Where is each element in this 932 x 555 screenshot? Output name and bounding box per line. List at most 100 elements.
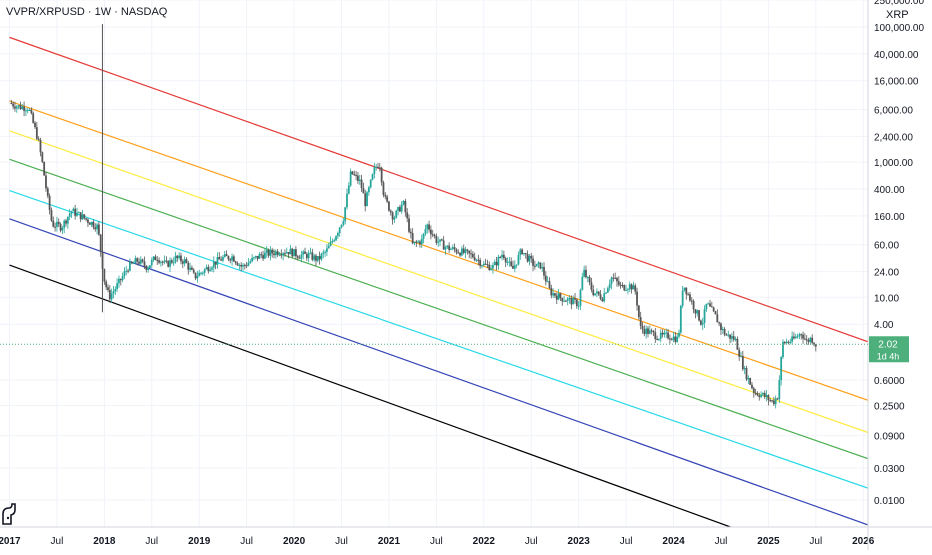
- candle-body: [211, 267, 213, 270]
- candle-body: [160, 261, 162, 263]
- candle-body: [541, 266, 544, 269]
- candle-body: [254, 255, 257, 258]
- x-tick-label: 2024: [662, 536, 685, 547]
- y-tick-label: 1,000.00: [874, 158, 913, 169]
- candle-body: [223, 254, 226, 258]
- candle-body: [513, 265, 516, 269]
- tradingview-logo-icon[interactable]: [0, 500, 18, 526]
- candle-body: [366, 192, 368, 207]
- candle-body: [10, 102, 13, 104]
- candle-body: [327, 245, 330, 249]
- candle-body: [50, 209, 53, 221]
- y-tick-label: 250,000.00: [874, 0, 924, 7]
- candle-body: [141, 259, 144, 262]
- y-tick-label: 60.00: [874, 241, 899, 252]
- candle-body: [121, 276, 124, 281]
- candle-body: [793, 336, 795, 339]
- candle-body: [625, 290, 627, 292]
- candle-body: [54, 226, 56, 228]
- candle-body: [774, 398, 777, 405]
- candle-body: [482, 263, 485, 266]
- candle-body: [517, 254, 520, 265]
- candle-body: [61, 227, 64, 231]
- candle-body: [108, 290, 111, 300]
- candle-body: [769, 400, 772, 402]
- candle-body: [548, 281, 551, 288]
- x-tick-label: 2026: [852, 536, 875, 547]
- candle-body: [291, 248, 294, 257]
- candle-body: [214, 261, 217, 265]
- y-tick-label: 0.0300: [874, 464, 905, 475]
- candle-body: [424, 229, 427, 234]
- candle-body: [448, 245, 451, 250]
- candle-body: [262, 255, 264, 259]
- candle-body: [406, 212, 409, 219]
- candle-body: [451, 247, 454, 249]
- candle-body: [209, 269, 212, 272]
- candle-body: [543, 266, 545, 276]
- candle-body: [240, 264, 243, 267]
- candle-body: [557, 293, 560, 300]
- candle-body: [200, 272, 202, 274]
- candle-body: [336, 233, 339, 237]
- candle-body: [597, 291, 600, 295]
- candle-body: [439, 239, 441, 242]
- candle-body: [450, 248, 452, 250]
- candle-body: [134, 258, 137, 264]
- candle-body: [110, 293, 113, 300]
- candle-body: [807, 339, 810, 342]
- candle-body: [377, 166, 379, 168]
- candle-body: [444, 247, 447, 250]
- candle-body: [803, 338, 806, 340]
- candle-body: [501, 254, 503, 258]
- candle-body: [725, 334, 728, 336]
- candle-body: [628, 284, 631, 290]
- candle-body: [408, 218, 410, 232]
- candle-body: [672, 336, 675, 340]
- candle-body: [278, 254, 281, 256]
- candle-body: [583, 269, 586, 277]
- trend-line-2: [9, 100, 868, 401]
- candle-body: [462, 248, 465, 253]
- candle-body: [105, 281, 108, 288]
- candle-body: [461, 248, 463, 256]
- candle-body: [167, 261, 170, 267]
- candle-body: [570, 298, 573, 305]
- candle-body: [800, 334, 803, 336]
- x-tick-label: Jul: [335, 536, 348, 547]
- candle-body: [659, 332, 662, 339]
- candle-body: [422, 233, 425, 239]
- candle-body: [729, 334, 731, 339]
- candle-body: [271, 249, 274, 254]
- candle-body: [572, 297, 575, 305]
- candle-body: [68, 213, 71, 217]
- candle-body: [46, 188, 49, 196]
- candle-body: [26, 110, 29, 112]
- x-tick-label: 2018: [93, 536, 116, 547]
- candle-body: [298, 257, 301, 259]
- candle-body: [692, 301, 695, 310]
- candle-body: [196, 276, 199, 279]
- candle-body: [417, 241, 420, 243]
- x-tick-label: Jul: [430, 536, 443, 547]
- candle-body: [506, 261, 509, 263]
- candle-body: [667, 332, 669, 339]
- candle-body: [787, 341, 790, 343]
- candle-body: [776, 398, 779, 400]
- candle-body: [307, 253, 310, 259]
- candle-body: [630, 284, 633, 290]
- candle-body: [428, 224, 430, 230]
- candle-body: [760, 394, 762, 398]
- candle-body: [674, 336, 677, 343]
- candle-body: [632, 285, 635, 290]
- candle-body: [304, 251, 306, 254]
- candle-body: [398, 207, 401, 212]
- candle-body: [65, 220, 67, 224]
- candle-body: [322, 252, 325, 254]
- candle-body: [566, 298, 569, 301]
- price-badge-countdown: 1d 4h: [877, 351, 900, 361]
- candle-body: [397, 207, 399, 211]
- candle-body: [752, 388, 755, 393]
- candle-body: [767, 395, 770, 401]
